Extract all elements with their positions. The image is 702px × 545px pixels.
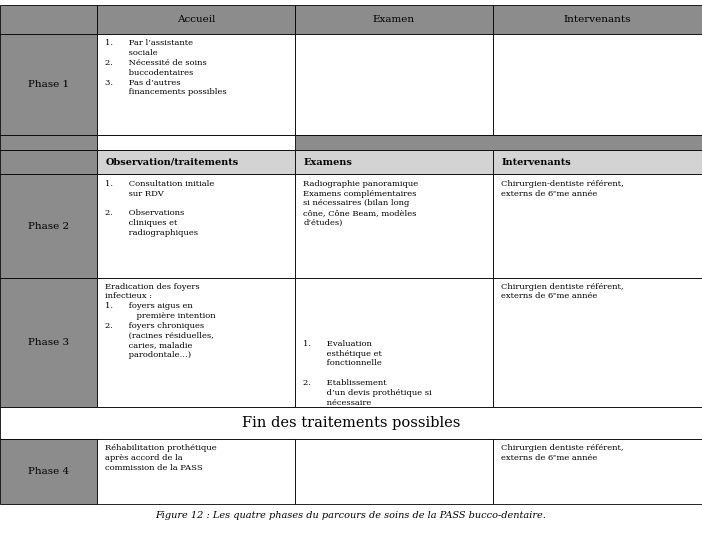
Bar bbox=[295, 174, 493, 278]
Bar bbox=[295, 439, 493, 504]
Bar bbox=[97, 34, 295, 135]
Bar bbox=[97, 174, 295, 278]
Bar bbox=[0, 135, 702, 150]
Text: 1.      Par l’assistante
         sociale
2.      Nécessité de soins
         bu: 1. Par l’assistante sociale 2. Nécessité… bbox=[105, 39, 227, 96]
Text: Phase 4: Phase 4 bbox=[28, 467, 69, 476]
Bar bbox=[295, 150, 493, 174]
Bar bbox=[295, 5, 493, 34]
Text: Chirurgien dentiste référent,
externs de 6ᵉme année: Chirurgien dentiste référent, externs de… bbox=[501, 283, 624, 300]
Text: Phase 3: Phase 3 bbox=[28, 338, 69, 347]
Text: Phase 2: Phase 2 bbox=[28, 222, 69, 231]
Bar bbox=[0, 278, 97, 407]
Text: Intervenants: Intervenants bbox=[501, 158, 571, 167]
Bar bbox=[493, 278, 702, 407]
Bar bbox=[493, 150, 702, 174]
Bar bbox=[97, 439, 295, 504]
Text: 1.      Consultation initiale
         sur RDV

2.      Observations
         cl: 1. Consultation initiale sur RDV 2. Obse… bbox=[105, 180, 215, 237]
Bar bbox=[97, 150, 295, 174]
Bar bbox=[0, 439, 97, 504]
Bar bbox=[295, 278, 493, 407]
Bar bbox=[493, 5, 702, 34]
Bar bbox=[0, 5, 97, 34]
Text: Examens: Examens bbox=[303, 158, 352, 167]
Bar bbox=[0, 150, 97, 174]
Text: Intervenants: Intervenants bbox=[564, 15, 631, 24]
Text: Accueil: Accueil bbox=[177, 15, 215, 24]
Bar bbox=[493, 34, 702, 135]
Text: Réhabilitation prothétique
après accord de la
commission de la PASS: Réhabilitation prothétique après accord … bbox=[105, 444, 217, 471]
Text: Phase 1: Phase 1 bbox=[28, 80, 69, 89]
Bar bbox=[0, 407, 702, 439]
Bar bbox=[295, 34, 493, 135]
Bar bbox=[97, 278, 295, 407]
Bar bbox=[97, 135, 295, 150]
Text: Chirurgien dentiste référent,
externs de 6ᵉme année: Chirurgien dentiste référent, externs de… bbox=[501, 444, 624, 462]
Bar bbox=[97, 5, 295, 34]
Text: Eradication des foyers
infectieux :
1.      foyers aigus en
            première: Eradication des foyers infectieux : 1. f… bbox=[105, 283, 216, 359]
Bar bbox=[493, 439, 702, 504]
Text: Radiographie panoramique
Examens complémentaires
si nécessaires (bilan long
cône: Radiographie panoramique Examens complém… bbox=[303, 180, 418, 227]
Text: 1.      Evaluation
         esthétique et
         fonctionnelle

2.      Etabli: 1. Evaluation esthétique et fonctionnell… bbox=[303, 340, 432, 407]
Bar bbox=[0, 174, 97, 278]
Text: Observation/traitements: Observation/traitements bbox=[105, 158, 239, 167]
Bar bbox=[0, 34, 97, 135]
Text: Chirurgien-dentiste référent,
externs de 6ᵉme année: Chirurgien-dentiste référent, externs de… bbox=[501, 180, 624, 198]
Text: Fin des traitements possibles: Fin des traitements possibles bbox=[241, 416, 461, 429]
Text: Examen: Examen bbox=[373, 15, 415, 24]
Text: Figure 12 : Les quatre phases du parcours de soins de la PASS bucco-dentaire.: Figure 12 : Les quatre phases du parcour… bbox=[156, 511, 546, 520]
Bar bbox=[493, 174, 702, 278]
